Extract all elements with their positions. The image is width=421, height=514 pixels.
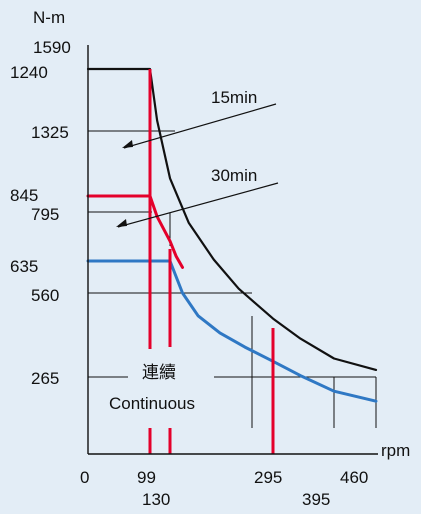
- black-curve: [86, 67, 378, 371]
- red-vertical-segments: [148, 69, 275, 454]
- y-tick-1325: 1325: [31, 123, 69, 142]
- x-tick-295: 295: [254, 468, 282, 487]
- x-tick-460: 460: [340, 468, 368, 487]
- y-tick-635: 635: [10, 257, 38, 276]
- annotation-arrows: [116, 103, 279, 228]
- arrow-15min: [123, 103, 277, 149]
- axis-and-curve-labels: N-m rpm 15min 30min 連續 Continuous: [33, 8, 410, 460]
- x-axis-label: rpm: [381, 441, 410, 460]
- y-tick-labels: 1590 1240 1325 845 795 635 560 265: [10, 38, 71, 388]
- x-tick-99: 99: [137, 468, 156, 487]
- label-30min: 30min: [211, 166, 257, 185]
- arrow-30min-head: [116, 219, 127, 227]
- x-tick-130: 130: [142, 490, 170, 509]
- x-tick-0: 0: [80, 468, 89, 487]
- red-curve: [86, 194, 184, 269]
- axes: [87, 45, 378, 455]
- curve-group: [86, 67, 378, 403]
- y-tick-560: 560: [31, 286, 59, 305]
- arrow-15min-head: [122, 140, 133, 148]
- x-tick-labels: 0 99 295 460 130 395: [80, 468, 368, 509]
- label-continuous-en: Continuous: [109, 394, 195, 413]
- y-tick-795: 795: [31, 205, 59, 224]
- label-15min: 15min: [211, 88, 257, 107]
- x-tick-395: 395: [302, 490, 330, 509]
- arrow-30min: [117, 182, 279, 228]
- label-continuous-zh: 連續: [142, 363, 176, 382]
- y-tick-1590: 1590: [33, 38, 71, 57]
- y-axis-label: N-m: [33, 8, 65, 27]
- y-tick-845: 845: [10, 186, 38, 205]
- blue-curve: [86, 259, 378, 403]
- y-tick-1240: 1240: [10, 63, 48, 82]
- y-tick-265: 265: [31, 369, 59, 388]
